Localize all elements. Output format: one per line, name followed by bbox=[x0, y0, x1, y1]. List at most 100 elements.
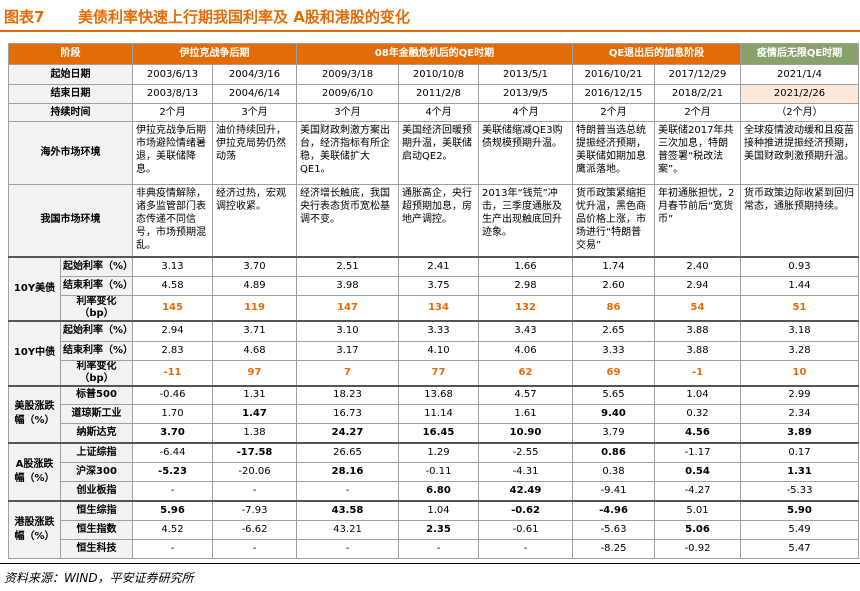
cn10y-value-cell: 3.18 bbox=[740, 320, 859, 342]
table-row: 结束利率（%） 2.83 4.68 3.17 4.10 4.06 3.33 3.88 3.28 bbox=[9, 340, 859, 361]
table-row: A股涨跌幅（%） 上证综指 -6.44 -17.58 26.65 1.29 -2.55 0.8… bbox=[8, 441, 859, 501]
hk-stock-value-cell: -0.92 bbox=[654, 539, 741, 559]
a-stock-value-cell: -4.31 bbox=[478, 462, 573, 482]
cn10y-value-cell: 97 bbox=[212, 359, 297, 386]
cn10y-group-label: 10Y中债 bbox=[8, 320, 61, 386]
a-stock-value-cell: 26.65 bbox=[296, 441, 399, 463]
end-date-cell: 2011/2/8 bbox=[398, 84, 479, 104]
table-row: 沪深300 -5.23 -20.06 28.16 -0.11 -4.31 0.38 0.54 1… bbox=[9, 462, 859, 482]
table-row: 阶段 伊拉克战争后期 08年金融危机后的QE时期 QE退出后的加息阶段 疫情后无限QE时… bbox=[8, 43, 859, 65]
cn10y-value-cell: 3.88 bbox=[654, 340, 741, 361]
cn10y-value-cell: 10 bbox=[740, 359, 859, 386]
us-stock-value-cell: 9.40 bbox=[572, 404, 655, 424]
start-date-label: 起始日期 bbox=[8, 64, 133, 85]
hk-stock-row-label: 恒生科技 bbox=[60, 539, 133, 559]
a-stock-value-cell: 6.80 bbox=[398, 481, 479, 501]
hk-stock-value-cell: 5.01 bbox=[654, 499, 741, 521]
hk-stock-value-cell: -7.93 bbox=[212, 499, 297, 521]
table-row: 创业板指 - - -6.80 42.49 -9.41 -4.27 -5.33 bbox=[9, 481, 859, 501]
a-stock-row-label: 创业板指 bbox=[60, 481, 133, 501]
us-stock-value-cell: 2.34 bbox=[740, 404, 859, 424]
us-stock-value-cell: 16.45 bbox=[398, 423, 479, 443]
table-row: 10Y中债 起始利率（%） 2.94 3.71 3.10 3.33 3.43 2.65 3.88… bbox=[8, 320, 859, 386]
a-stock-value-cell: -4.27 bbox=[654, 481, 741, 501]
domestic-env-cell: 非典疫情解除，诸多监管部门表态传递不同信号，市场预期混乱。 bbox=[132, 184, 213, 257]
us10y-row-label: 利率变化（bp） bbox=[60, 295, 133, 322]
end-date-cell: 2016/12/15 bbox=[572, 84, 655, 104]
cn10y-value-cell: 69 bbox=[572, 359, 655, 386]
cn10y-value-cell: 3.43 bbox=[478, 320, 573, 342]
a-stock-value-cell: -20.06 bbox=[212, 462, 297, 482]
a-stock-value-cell: 0.17 bbox=[740, 441, 859, 463]
table-row: 港股涨跌幅（%） 恒生综指 5.96 -7.93 43.58 1.04 -0.62 -4.96… bbox=[8, 499, 859, 559]
overseas-env-cell: 油价持续回升，伊拉克局势仍然动荡 bbox=[212, 121, 297, 185]
us-stock-value-cell: 1.04 bbox=[654, 384, 741, 405]
table-row: 纳斯达克 3.70 1.38 24.27 16.45 10.90 3.79 4.56 3.89 bbox=[9, 423, 859, 443]
start-date-cell: 2003/6/13 bbox=[132, 64, 213, 85]
overseas-env-cell: 美联储缩减QE3购债规模预期升温。 bbox=[478, 121, 573, 185]
domestic-env-cell: 经济增长触底，我国央行表态货币宽松基调不变。 bbox=[296, 184, 399, 257]
source-text: 资料来源：WIND，平安证券研究所 bbox=[4, 571, 194, 585]
us10y-value-cell: 2.94 bbox=[654, 276, 741, 296]
us-stock-group-label: 美股涨跌幅（%） bbox=[8, 384, 61, 443]
us10y-value-cell: 134 bbox=[398, 295, 479, 322]
cn10y-value-cell: 3.28 bbox=[740, 340, 859, 361]
cn10y-value-cell: 3.17 bbox=[296, 340, 399, 361]
cn10y-value-cell: -1 bbox=[654, 359, 741, 386]
cn10y-value-cell: 4.10 bbox=[398, 340, 479, 361]
a-stock-value-cell: -2.55 bbox=[478, 441, 573, 463]
us-stock-value-cell: 4.56 bbox=[654, 423, 741, 443]
us-stock-row-label: 标普500 bbox=[60, 384, 133, 405]
figure-title-bar: 图表7 美债利率快速上行期我国利率及 A股和港股的变化 bbox=[0, 0, 860, 32]
a-stock-value-cell: - bbox=[212, 481, 297, 501]
us-stock-value-cell: -0.46 bbox=[132, 384, 213, 405]
overseas-env-cell: 特朗普当选总统提振经济预期，美联储如期加息鹰派落地。 bbox=[572, 121, 655, 185]
us10y-value-cell: 2.51 bbox=[296, 255, 399, 277]
hk-stock-value-cell: 1.04 bbox=[398, 499, 479, 521]
cn10y-row-label: 起始利率（%） bbox=[60, 320, 133, 342]
overseas-env-label: 海外市场环境 bbox=[8, 121, 133, 185]
hk-stock-value-cell: -0.61 bbox=[478, 520, 573, 540]
hk-stock-value-cell: -5.63 bbox=[572, 520, 655, 540]
cn10y-value-cell: 3.10 bbox=[296, 320, 399, 342]
us-stock-value-cell: 1.31 bbox=[212, 384, 297, 405]
us-stock-value-cell: 18.23 bbox=[296, 384, 399, 405]
start-date-cell: 2010/10/8 bbox=[398, 64, 479, 85]
cn10y-value-cell: 4.06 bbox=[478, 340, 573, 361]
duration-cell: 2个月 bbox=[654, 103, 741, 122]
overseas-env-cell: 美联储2017年共三次加息，特朗普签署“税改法案”。 bbox=[654, 121, 741, 185]
duration-cell: （2个月） bbox=[740, 103, 859, 122]
a-stock-value-cell: -6.44 bbox=[132, 441, 213, 463]
table-row: 结束日期 2003/8/13 2004/6/14 2009/6/10 2011/2/8 2… bbox=[8, 84, 859, 104]
duration-cell: 3个月 bbox=[296, 103, 399, 122]
start-date-cell: 2021/1/4 bbox=[740, 64, 859, 85]
us-stock-value-cell: 1.47 bbox=[212, 404, 297, 424]
table-row: 起始日期 2003/6/13 2004/3/16 2009/3/18 2010/10/8… bbox=[8, 64, 859, 85]
us10y-value-cell: 132 bbox=[478, 295, 573, 322]
start-date-cell: 2016/10/21 bbox=[572, 64, 655, 85]
us10y-value-cell: 147 bbox=[296, 295, 399, 322]
a-stock-value-cell: 0.86 bbox=[572, 441, 655, 463]
cn10y-value-cell: 2.65 bbox=[572, 320, 655, 342]
us-stock-value-cell: 1.38 bbox=[212, 423, 297, 443]
table-row: 海外市场环境 伊拉克战争后期市场避险情绪暑退，美联储降息。 油价持续回升，伊拉克局势… bbox=[8, 121, 859, 185]
table-row: 10Y美债 起始利率（%） 3.13 3.70 2.51 2.41 1.66 1.74 2.40… bbox=[8, 255, 859, 322]
us10y-value-cell: 3.75 bbox=[398, 276, 479, 296]
us-stock-value-cell: 4.57 bbox=[478, 384, 573, 405]
us10y-value-cell: 51 bbox=[740, 295, 859, 322]
cn10y-value-cell: 77 bbox=[398, 359, 479, 386]
stage-header: 08年金融危机后的QE时期 bbox=[296, 43, 573, 65]
cn10y-value-cell: 2.83 bbox=[132, 340, 213, 361]
us10y-value-cell: 54 bbox=[654, 295, 741, 322]
domestic-env-label: 我国市场环境 bbox=[8, 184, 133, 257]
us-stock-value-cell: 3.79 bbox=[572, 423, 655, 443]
us-stock-value-cell: 13.68 bbox=[398, 384, 479, 405]
us10y-value-cell: 86 bbox=[572, 295, 655, 322]
cn10y-value-cell: -11 bbox=[132, 359, 213, 386]
us10y-row-label: 起始利率（%） bbox=[60, 255, 133, 277]
us-stock-row-label: 纳斯达克 bbox=[60, 423, 133, 443]
stage-header: 伊拉克战争后期 bbox=[132, 43, 297, 65]
us-stock-value-cell: 1.70 bbox=[132, 404, 213, 424]
us10y-value-cell: 2.41 bbox=[398, 255, 479, 277]
a-stock-value-cell: 0.54 bbox=[654, 462, 741, 482]
